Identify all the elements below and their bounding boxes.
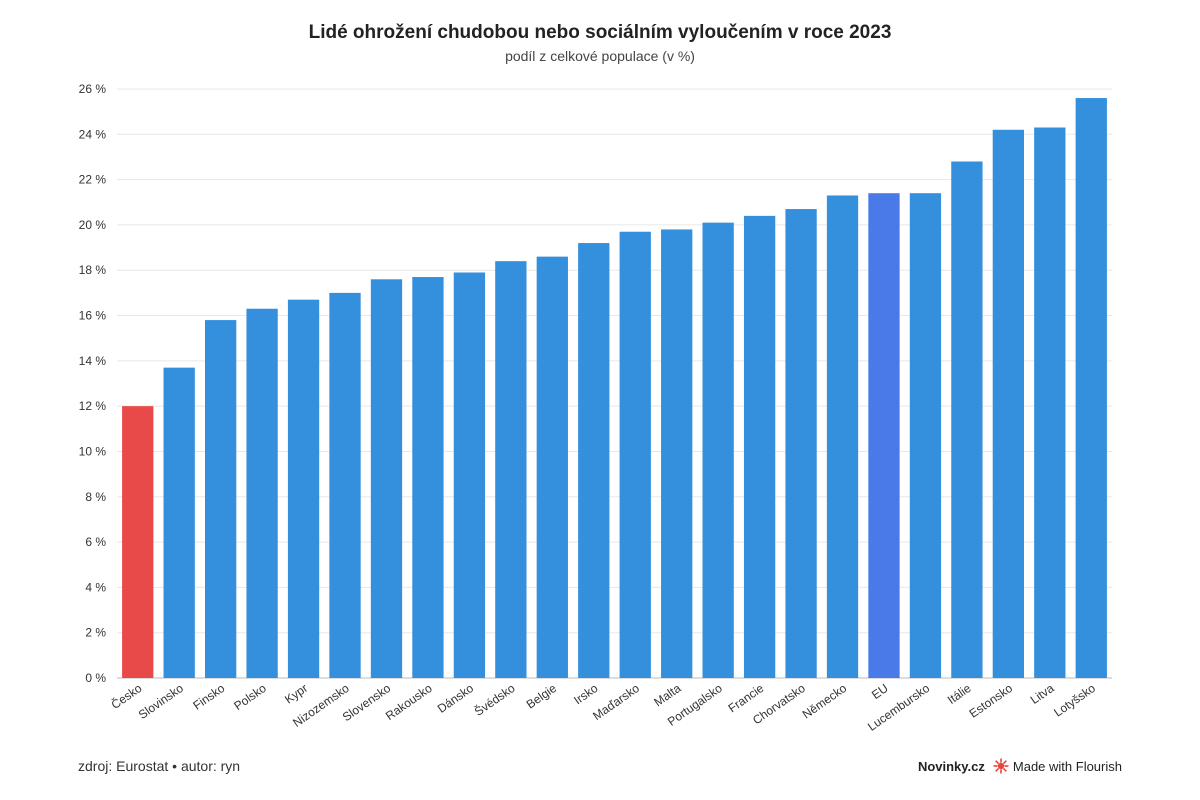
- x-tick-label: Polsko: [231, 681, 269, 713]
- y-tick-label: 6 %: [85, 535, 106, 549]
- x-tick-label: Litva: [1028, 681, 1057, 707]
- bar[interactable]: [785, 209, 817, 679]
- bar[interactable]: [826, 195, 859, 678]
- x-tick-label: Německo: [800, 681, 850, 722]
- x-tick-label: Finsko: [190, 681, 227, 713]
- y-tick-label: 22 %: [79, 173, 107, 187]
- x-tick-label: Itálie: [945, 681, 974, 707]
- x-tick-label: Kypr: [282, 681, 310, 707]
- bar[interactable]: [743, 215, 776, 678]
- x-tick-label: Lotyšsko: [1051, 681, 1098, 720]
- y-tick-label: 18 %: [79, 263, 107, 277]
- flourish-icon: [993, 758, 1009, 774]
- bar[interactable]: [204, 320, 237, 678]
- bar[interactable]: [1075, 98, 1107, 679]
- bar[interactable]: [951, 161, 983, 678]
- bar[interactable]: [702, 222, 734, 678]
- bar[interactable]: [1034, 127, 1066, 678]
- brand-logo[interactable]: Novinky.cz: [917, 758, 985, 774]
- y-tick-label: 2 %: [85, 626, 106, 640]
- bar[interactable]: [412, 277, 444, 678]
- x-tick-label: Estonsko: [967, 681, 1016, 721]
- source-note: zdroj: Eurostat • autor: ryn: [78, 758, 241, 774]
- bar[interactable]: [287, 299, 320, 678]
- y-tick-label: 16 %: [79, 309, 107, 323]
- y-tick-label: 0 %: [85, 671, 106, 685]
- x-tick-label: Slovinsko: [136, 681, 186, 722]
- y-tick-label: 12 %: [79, 399, 107, 413]
- x-tick-label: Švédsko: [471, 680, 518, 719]
- bar[interactable]: [578, 243, 610, 679]
- bar[interactable]: [868, 193, 900, 678]
- bar[interactable]: [246, 308, 278, 678]
- bar[interactable]: [661, 229, 693, 678]
- y-tick-label: 14 %: [79, 354, 107, 368]
- bar[interactable]: [163, 367, 195, 678]
- bar[interactable]: [329, 292, 361, 678]
- y-tick-label: 8 %: [85, 490, 106, 504]
- y-tick-label: 4 %: [85, 580, 106, 594]
- bar[interactable]: [619, 231, 651, 678]
- x-tick-label: Belgie: [524, 681, 560, 712]
- y-tick-label: 20 %: [79, 218, 107, 232]
- x-tick-label: Dánsko: [435, 681, 477, 716]
- bar[interactable]: [122, 406, 154, 678]
- chart-subtitle: podíl z celkové populace (v %): [505, 48, 695, 64]
- bar[interactable]: [909, 193, 942, 678]
- bar[interactable]: [495, 261, 527, 678]
- footer-branding: Novinky.cz Made with Flourish: [918, 758, 1122, 774]
- x-tick-label: Maďarsko: [590, 681, 642, 723]
- bar[interactable]: [370, 279, 403, 678]
- x-tick-label: Irsko: [571, 681, 601, 708]
- x-tick-label: Malta: [651, 681, 683, 709]
- x-tick-label: EU: [869, 681, 891, 702]
- chart-title: Lidé ohrožení chudobou nebo sociálním vy…: [308, 22, 892, 43]
- bar[interactable]: [992, 129, 1025, 678]
- flourish-credit[interactable]: Made with Flourish: [993, 758, 1122, 774]
- y-tick-label: 26 %: [79, 82, 107, 96]
- bar[interactable]: [536, 256, 568, 678]
- flourish-label: Made with Flourish: [1012, 758, 1122, 774]
- bar[interactable]: [453, 272, 486, 678]
- y-tick-label: 24 %: [79, 127, 107, 141]
- y-tick-label: 10 %: [79, 444, 107, 458]
- x-tick-label: Rakousko: [383, 681, 435, 723]
